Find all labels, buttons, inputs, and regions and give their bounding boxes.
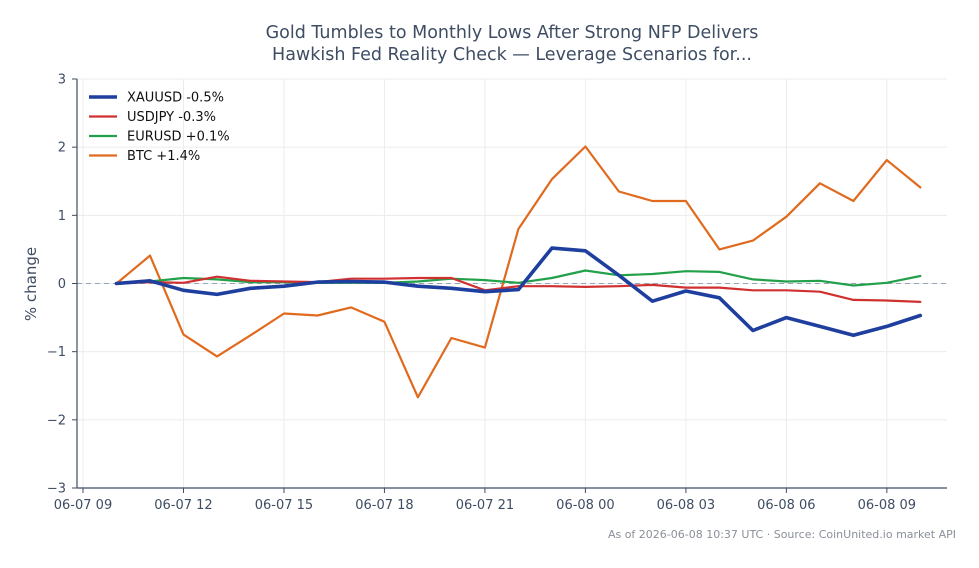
- series-lines: [114, 145, 923, 399]
- grid: [77, 78, 947, 489]
- x-tick-label: 06-08 00: [556, 498, 614, 513]
- x-tick-label: 06-08 03: [657, 498, 715, 513]
- series-line-usdjpy: [115, 275, 922, 303]
- y-tick-label: 0: [58, 277, 66, 292]
- x-tick-label: 06-08 09: [858, 498, 916, 513]
- legend: XAUUSD -0.5% USDJPY -0.3% EURUSD +0.1% BTC …: [89, 91, 230, 164]
- series-line-xauusd: [114, 246, 923, 338]
- chart-title-line-2: Hawkish Fed Reality Check — Leverage Sce…: [272, 45, 752, 65]
- x-tick-label: 06-07 09: [54, 498, 112, 513]
- legend-label: XAUUSD -0.5%: [127, 91, 224, 106]
- y-tick-label: 3: [58, 73, 66, 88]
- chart-title-line-1: Gold Tumbles to Monthly Lows After Stron…: [266, 23, 759, 43]
- y-tick-label: −3: [47, 482, 66, 497]
- series-line-eurusd: [115, 269, 922, 287]
- series-line-btc: [115, 145, 922, 399]
- x-tick-label: 06-08 06: [757, 498, 815, 513]
- x-tick-label: 06-07 15: [255, 498, 313, 513]
- y-axis-label: % change: [22, 247, 40, 321]
- y-tick-label: −2: [47, 413, 66, 428]
- x-tick-label: 06-07 21: [456, 498, 514, 513]
- y-tick-label: 2: [58, 141, 66, 156]
- source-footnote: As of 2026-06-08 10:37 UTC · Source: Coi…: [608, 528, 956, 541]
- y-tick-label: 1: [58, 209, 66, 224]
- legend-label: EURUSD +0.1%: [127, 130, 230, 145]
- legend-label: BTC +1.4%: [127, 149, 200, 164]
- axes: −3 −2 −1 0 1 2 3 06-07 09 06-07 12 06-07 15 06-07 …: [47, 73, 947, 513]
- x-tick-label: 06-07 18: [355, 498, 413, 513]
- legend-label: USDJPY -0.3%: [127, 110, 216, 125]
- x-tick-label: 06-07 12: [154, 498, 212, 513]
- chart-title: Gold Tumbles to Monthly Lows After Stron…: [266, 23, 759, 65]
- y-tick-label: −1: [47, 345, 66, 360]
